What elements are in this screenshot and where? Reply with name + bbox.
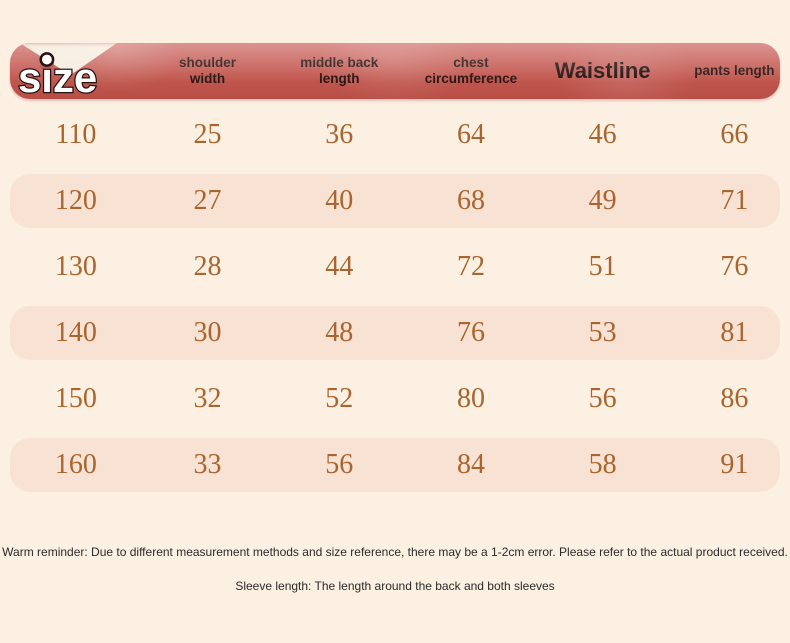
svg-text:size: size [18,53,97,99]
